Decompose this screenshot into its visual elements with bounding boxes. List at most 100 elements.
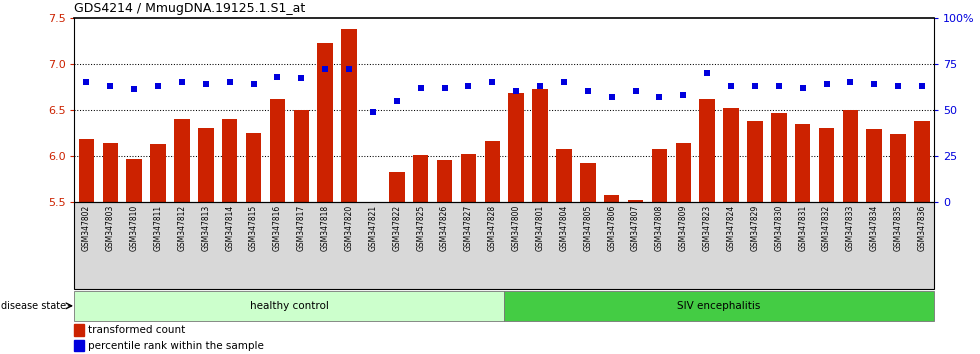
Point xyxy=(604,94,619,100)
Point xyxy=(484,79,500,85)
Point xyxy=(341,67,357,72)
Bar xyxy=(700,99,714,354)
Bar xyxy=(771,113,787,354)
Text: GSM347812: GSM347812 xyxy=(177,204,186,251)
Bar xyxy=(747,121,762,354)
Text: GSM347808: GSM347808 xyxy=(655,204,663,251)
Point xyxy=(366,109,381,114)
Bar xyxy=(366,202,380,354)
Point xyxy=(78,79,94,85)
Bar xyxy=(389,172,405,354)
Point xyxy=(246,81,262,87)
Bar xyxy=(628,200,643,354)
Text: GSM347829: GSM347829 xyxy=(751,204,760,251)
Bar xyxy=(532,90,548,354)
Point xyxy=(437,85,453,91)
Text: GSM347835: GSM347835 xyxy=(894,204,903,251)
Point xyxy=(747,83,762,88)
Point xyxy=(413,85,428,91)
Point xyxy=(270,74,285,79)
Bar xyxy=(509,93,524,354)
Point xyxy=(293,76,309,81)
Bar xyxy=(294,110,309,354)
Text: GSM347833: GSM347833 xyxy=(846,204,855,251)
Bar xyxy=(866,129,882,354)
Text: GSM347826: GSM347826 xyxy=(440,204,449,251)
FancyBboxPatch shape xyxy=(74,291,504,321)
Text: GSM347800: GSM347800 xyxy=(512,204,520,251)
Text: GSM347830: GSM347830 xyxy=(774,204,783,251)
Bar xyxy=(270,99,285,354)
Bar xyxy=(221,119,237,354)
Point xyxy=(461,83,476,88)
Point xyxy=(818,81,834,87)
Text: GSM347818: GSM347818 xyxy=(320,204,329,251)
Point xyxy=(700,70,715,76)
Text: GSM347828: GSM347828 xyxy=(488,204,497,251)
Bar xyxy=(74,324,84,336)
Bar xyxy=(795,125,810,354)
Text: transformed count: transformed count xyxy=(88,325,185,335)
Bar xyxy=(437,160,453,354)
Point xyxy=(198,81,214,87)
Point xyxy=(627,88,643,94)
Text: percentile rank within the sample: percentile rank within the sample xyxy=(88,341,264,351)
Point xyxy=(532,83,548,88)
Text: GSM347822: GSM347822 xyxy=(392,204,401,251)
Point xyxy=(318,67,333,72)
Point xyxy=(150,83,166,88)
Point xyxy=(723,83,739,88)
Text: GSM347834: GSM347834 xyxy=(870,204,879,251)
Text: disease state: disease state xyxy=(1,301,66,311)
Bar xyxy=(318,44,333,354)
Text: GSM347814: GSM347814 xyxy=(225,204,234,251)
Bar xyxy=(604,195,619,354)
Text: GSM347805: GSM347805 xyxy=(583,204,592,251)
Point xyxy=(580,88,596,94)
Point xyxy=(771,83,787,88)
Text: GSM347802: GSM347802 xyxy=(82,204,91,251)
Text: GSM347810: GSM347810 xyxy=(129,204,138,251)
Text: GDS4214 / MmugDNA.19125.1.S1_at: GDS4214 / MmugDNA.19125.1.S1_at xyxy=(74,2,306,15)
Point xyxy=(843,79,858,85)
Bar xyxy=(78,139,94,354)
Text: GSM347817: GSM347817 xyxy=(297,204,306,251)
Bar xyxy=(413,155,428,354)
Bar xyxy=(246,133,262,354)
Text: GSM347824: GSM347824 xyxy=(726,204,736,251)
Bar xyxy=(341,29,357,354)
Point xyxy=(221,79,237,85)
Text: GSM347821: GSM347821 xyxy=(368,204,377,251)
Point xyxy=(556,79,571,85)
Text: GSM347815: GSM347815 xyxy=(249,204,258,251)
Bar xyxy=(891,134,906,354)
Point xyxy=(509,88,524,94)
Bar xyxy=(484,141,500,354)
Point xyxy=(890,83,906,88)
Text: GSM347820: GSM347820 xyxy=(345,204,354,251)
Text: GSM347832: GSM347832 xyxy=(822,204,831,251)
Bar xyxy=(103,143,118,354)
Bar xyxy=(150,144,166,354)
Text: GSM347806: GSM347806 xyxy=(608,204,616,251)
Bar xyxy=(652,149,667,354)
Point xyxy=(126,87,142,92)
Text: GSM347807: GSM347807 xyxy=(631,204,640,251)
Point xyxy=(914,83,930,88)
Bar xyxy=(74,340,84,352)
Point xyxy=(103,83,119,88)
Point xyxy=(795,85,810,91)
Text: GSM347804: GSM347804 xyxy=(560,204,568,251)
Point xyxy=(866,81,882,87)
Text: GSM347827: GSM347827 xyxy=(464,204,473,251)
Text: GSM347801: GSM347801 xyxy=(535,204,545,251)
Bar xyxy=(174,119,190,354)
Bar xyxy=(461,154,476,354)
Bar xyxy=(914,121,930,354)
Bar xyxy=(198,128,214,354)
Bar xyxy=(723,108,739,354)
Text: GSM347803: GSM347803 xyxy=(106,204,115,251)
Bar xyxy=(580,163,596,354)
Point xyxy=(389,98,405,103)
Text: GSM347809: GSM347809 xyxy=(679,204,688,251)
